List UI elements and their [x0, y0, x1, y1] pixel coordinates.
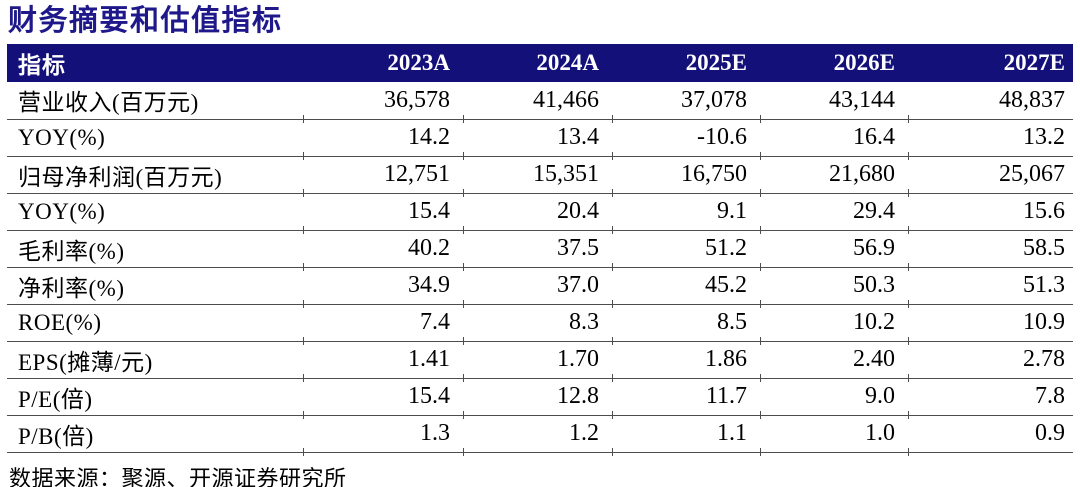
- value-cell: 1.86: [612, 341, 761, 381]
- value-cell: 25,067: [908, 156, 1073, 196]
- value-cell: 0.9: [908, 415, 1073, 455]
- table-row: 归母净利润(百万元) 12,751 15,351 16,750 21,680 25,067: [7, 156, 1073, 196]
- value-cell: 13.4: [463, 119, 613, 159]
- value-cell: 37.0: [463, 267, 613, 307]
- value-cell: 45.2: [612, 267, 761, 307]
- value-cell: 51.2: [612, 230, 761, 270]
- value-cell: 15,351: [463, 156, 613, 196]
- value-cell: 10.9: [908, 304, 1073, 344]
- value-cell: 37.5: [463, 230, 613, 270]
- value-cell: 51.3: [908, 267, 1073, 307]
- table-row: 营业收入(百万元) 36,578 41,466 37,078 43,144 48,837: [7, 82, 1073, 123]
- value-cell: 10.2: [760, 304, 909, 344]
- value-cell: 2.78: [908, 341, 1073, 381]
- value-cell: 40.2: [303, 230, 464, 270]
- value-cell: 16.4: [760, 119, 909, 159]
- row-label-cell: P/E(倍): [7, 378, 304, 416]
- value-cell: 15.6: [908, 193, 1073, 233]
- table-row: P/B(倍) 1.3 1.2 1.1 1.0 0.9: [7, 415, 1073, 455]
- value-cell: 7.8: [908, 378, 1073, 418]
- table-row: YOY(%) 15.4 20.4 9.1 29.4 15.6: [7, 193, 1073, 233]
- row-label-cell: P/B(倍): [7, 415, 304, 453]
- value-cell: 7.4: [303, 304, 464, 344]
- row-label-cell: YOY(%): [7, 193, 304, 231]
- table-body: 营业收入(百万元) 36,578 41,466 37,078 43,144 48,837 Y…: [7, 82, 1073, 455]
- header-cell-2025e: 2025E: [613, 44, 761, 82]
- table-header-row: 指标 2023A 2024A 2025E 2026E 2027E: [7, 44, 1073, 82]
- value-cell: 34.9: [303, 267, 464, 307]
- value-cell: 36,578: [303, 82, 464, 123]
- row-label-cell: 归母净利润(百万元): [7, 156, 304, 194]
- value-cell: 48,837: [908, 82, 1073, 123]
- header-cell-2024a: 2024A: [464, 44, 613, 82]
- value-cell: 20.4: [463, 193, 613, 233]
- row-label-cell: YOY(%): [7, 119, 304, 157]
- value-cell: 1.0: [760, 415, 909, 455]
- row-label-cell: 净利率(%): [7, 267, 304, 305]
- value-cell: 43,144: [760, 82, 909, 123]
- value-cell: 14.2: [303, 119, 464, 159]
- financial-table: 指标 2023A 2024A 2025E 2026E 2027E 营业收入(百万…: [7, 44, 1073, 455]
- value-cell: 21,680: [760, 156, 909, 196]
- value-cell: 9.1: [612, 193, 761, 233]
- row-label-cell: 营业收入(百万元): [7, 82, 304, 120]
- row-label-cell: 毛利率(%): [7, 230, 304, 268]
- value-cell: 2.40: [760, 341, 909, 381]
- value-cell: -10.6: [612, 119, 761, 159]
- value-cell: 29.4: [760, 193, 909, 233]
- row-label-cell: EPS(摊薄/元): [7, 341, 304, 379]
- header-cell-indicator: 指标: [7, 44, 304, 82]
- value-cell: 8.5: [612, 304, 761, 344]
- value-cell: 1.2: [463, 415, 613, 455]
- value-cell: 15.4: [303, 378, 464, 418]
- header-cell-2026e: 2026E: [761, 44, 909, 82]
- value-cell: 13.2: [908, 119, 1073, 159]
- source-note: 数据来源：聚源、开源证券研究所: [9, 465, 347, 487]
- value-cell: 9.0: [760, 378, 909, 418]
- value-cell: 11.7: [612, 378, 761, 418]
- value-cell: 15.4: [303, 193, 464, 233]
- value-cell: 12,751: [303, 156, 464, 196]
- value-cell: 1.70: [463, 341, 613, 381]
- value-cell: 56.9: [760, 230, 909, 270]
- value-cell: 41,466: [463, 82, 613, 123]
- value-cell: 1.1: [612, 415, 761, 455]
- header-cell-2027e: 2027E: [909, 44, 1073, 82]
- value-cell: 37,078: [612, 82, 761, 123]
- table-row: ROE(%) 7.4 8.3 8.5 10.2 10.9: [7, 304, 1073, 344]
- value-cell: 1.3: [303, 415, 464, 455]
- value-cell: 1.41: [303, 341, 464, 381]
- table-row: EPS(摊薄/元) 1.41 1.70 1.86 2.40 2.78: [7, 341, 1073, 381]
- table-row: YOY(%) 14.2 13.4 -10.6 16.4 13.2: [7, 119, 1073, 159]
- header-cell-2023a: 2023A: [304, 44, 464, 82]
- value-cell: 12.8: [463, 378, 613, 418]
- table-row: 净利率(%) 34.9 37.0 45.2 50.3 51.3: [7, 267, 1073, 307]
- value-cell: 8.3: [463, 304, 613, 344]
- page-title: 财务摘要和估值指标: [8, 5, 283, 37]
- table-row: 毛利率(%) 40.2 37.5 51.2 56.9 58.5: [7, 230, 1073, 270]
- row-label-cell: ROE(%): [7, 304, 304, 342]
- value-cell: 16,750: [612, 156, 761, 196]
- value-cell: 58.5: [908, 230, 1073, 270]
- table-row: P/E(倍) 15.4 12.8 11.7 9.0 7.8: [7, 378, 1073, 418]
- value-cell: 50.3: [760, 267, 909, 307]
